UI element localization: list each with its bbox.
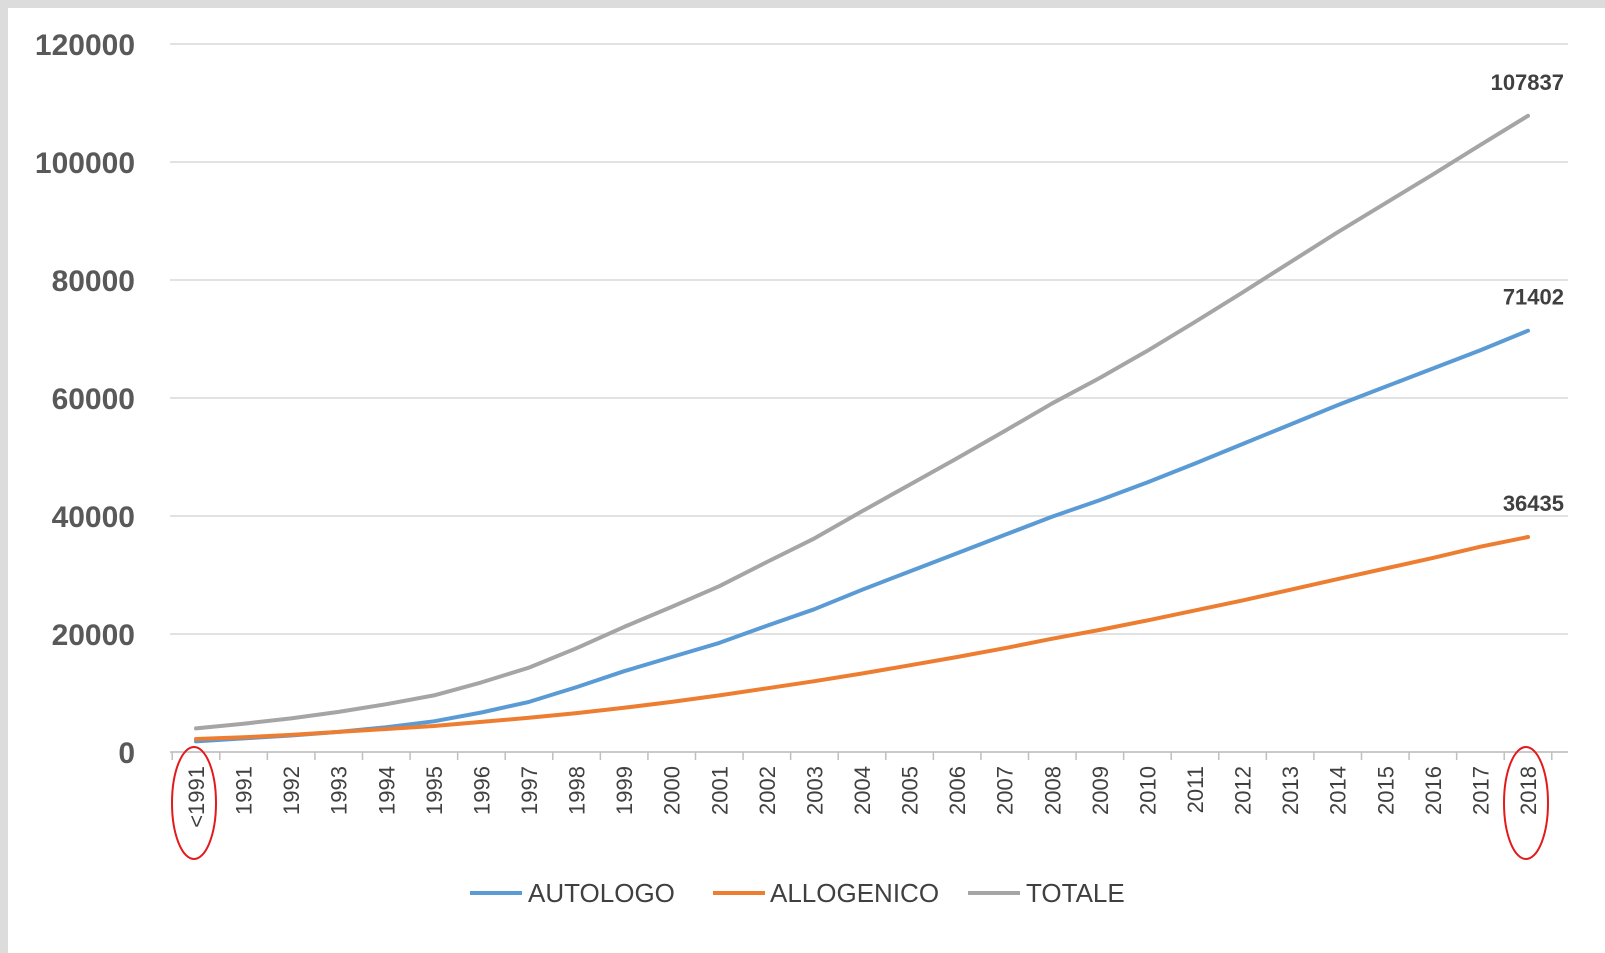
y-tick-label: 80000 [52,265,135,298]
x-tick-label: 1998 [565,766,590,815]
data-label-allogenico: 36435 [1503,491,1564,516]
y-tick-label: 20000 [52,619,135,652]
x-tick-label: 2012 [1231,766,1256,815]
chart-panel: 0 20000 40000 60000 80000 100000 120000 <1991 1… [8,8,1605,953]
data-label-autologo: 71402 [1503,285,1564,310]
x-tick-label: 1995 [422,766,447,815]
x-axis: <1991 1991 1992 1993 1994 1995 1996 1997 1998 199… [170,751,1568,828]
x-tick-label: 1999 [612,766,637,815]
series-lines [194,113,1530,744]
x-tick-label: 2016 [1421,766,1446,815]
x-tick-label: 2013 [1278,766,1303,815]
x-tick-label: 1996 [469,766,494,815]
x-tick-label: 2004 [850,766,875,815]
x-tick-label: 1992 [279,766,304,815]
x-tick-label: 2015 [1373,766,1398,815]
y-tick-label: 40000 [52,501,135,534]
series-line-autologo [194,328,1530,744]
legend-label-allogenico: ALLOGENICO [770,878,939,908]
highlight-ellipses [171,746,1549,860]
data-labels: 107837 71402 36435 [1491,70,1564,516]
x-tick-label: 2001 [707,766,732,815]
series-line-allogenico [194,535,1530,741]
y-tick-label: 0 [118,737,135,770]
highlight-ellipse [171,746,217,860]
x-tick-label: 2014 [1326,766,1351,815]
x-tick-label: 2000 [660,766,685,815]
x-tick-label: 2011 [1183,766,1208,813]
x-tick-label: 2008 [1040,766,1065,815]
x-tick-label: 2007 [993,766,1018,815]
y-tick-label: 120000 [35,29,135,62]
x-tick-label: 1991 [232,766,257,815]
legend-label-autologo: AUTOLOGO [528,878,675,908]
x-tick-label: 2002 [755,766,780,815]
line-chart: 0 20000 40000 60000 80000 100000 120000 <1991 1… [35,29,1568,908]
y-tick-label: 60000 [52,383,135,416]
x-tick-label: 1994 [374,766,399,815]
x-tick-label: 2006 [945,766,970,815]
x-tick-label: 2010 [1135,766,1160,815]
x-tick-label: 2005 [898,766,923,815]
x-tick-label: 2018 [1516,766,1541,815]
y-axis: 0 20000 40000 60000 80000 100000 120000 [35,29,135,770]
legend: AUTOLOGO ALLOGENICO TOTALE [470,878,1125,908]
data-label-totale: 107837 [1491,70,1564,95]
y-tick-label: 100000 [35,147,135,180]
x-tick-label: 2009 [1088,766,1113,815]
x-tick-label: 2003 [802,766,827,815]
highlight-ellipse [1503,746,1549,860]
x-tick-label: <1991 [184,766,209,828]
x-tick-label: 2017 [1468,766,1493,815]
legend-label-totale: TOTALE [1026,878,1125,908]
x-tick-label: 1993 [327,766,352,815]
x-tick-label: 1997 [517,766,542,815]
series-line-totale [194,113,1530,731]
gridlines [170,43,1568,753]
